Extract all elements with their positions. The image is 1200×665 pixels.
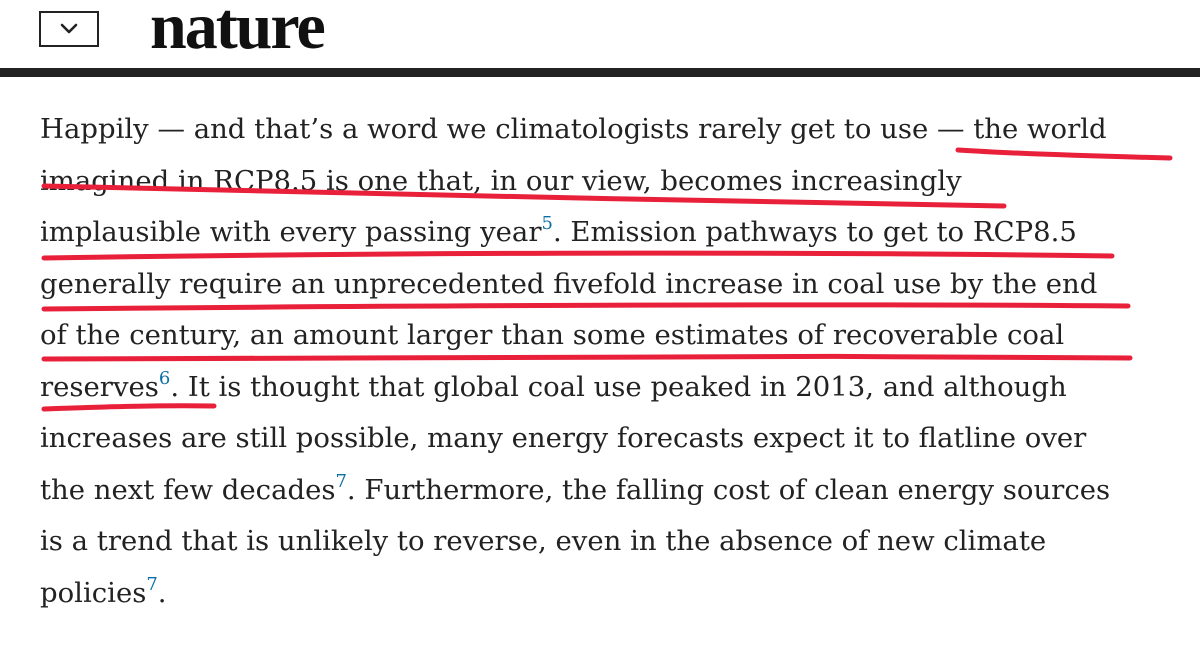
line-text: increases are still possible, many energ… [40, 422, 1087, 454]
line-text: Happily — and that’s a word we climatolo… [40, 113, 1107, 145]
paragraph-line: is a trend that is unlikely to reverse, … [40, 516, 1180, 568]
paragraph-line: increases are still possible, many energ… [40, 413, 1180, 465]
article-body: Happily — and that’s a word we climatolo… [40, 104, 1180, 619]
reference-link[interactable]: 6 [158, 367, 171, 389]
paragraph-line: Happily — and that’s a word we climatolo… [40, 104, 1180, 156]
paragraph-line: generally require an unprecedented fivef… [40, 259, 1180, 311]
line-text: is a trend that is unlikely to reverse, … [40, 525, 1047, 557]
line-text: . [157, 576, 167, 609]
line-text: . It is thought that global coal use pea… [170, 370, 1067, 403]
paragraph-line: policies7. [40, 568, 1180, 620]
paragraph-line: reserves6. It is thought that global coa… [40, 362, 1180, 414]
line-text: imagined in RCP8.5 is one that, in our v… [40, 164, 962, 197]
nature-logo[interactable]: nature [150, 0, 326, 63]
line-text: . Emission pathways to get to RCP8.5 [552, 216, 1077, 248]
line-text: generally require an unprecedented fivef… [40, 267, 1098, 300]
paragraph-line: of the century, an amount larger than so… [40, 310, 1180, 362]
line-text: of the century, an amount larger than so… [40, 319, 1065, 351]
chevron-down-icon [60, 23, 78, 34]
reference-link[interactable]: 5 [541, 213, 553, 234]
menu-toggle-button[interactable] [39, 11, 99, 47]
paragraph-line: imagined in RCP8.5 is one that, in our v… [40, 156, 1180, 208]
paragraph-line: implausible with every passing year5. Em… [40, 207, 1180, 259]
line-text: reserves [40, 370, 159, 403]
line-text: . Furthermore, the falling cost of clean… [346, 473, 1111, 506]
reference-link[interactable]: 7 [335, 470, 347, 492]
paragraph-line: the next few decades7. Furthermore, the … [40, 465, 1180, 517]
line-text: policies [40, 576, 147, 609]
line-text: the next few decades [40, 473, 336, 506]
header-divider [0, 68, 1200, 77]
line-text: implausible with every passing year [40, 216, 542, 248]
site-header: nature [0, 0, 1200, 68]
reference-link[interactable]: 7 [146, 573, 158, 595]
